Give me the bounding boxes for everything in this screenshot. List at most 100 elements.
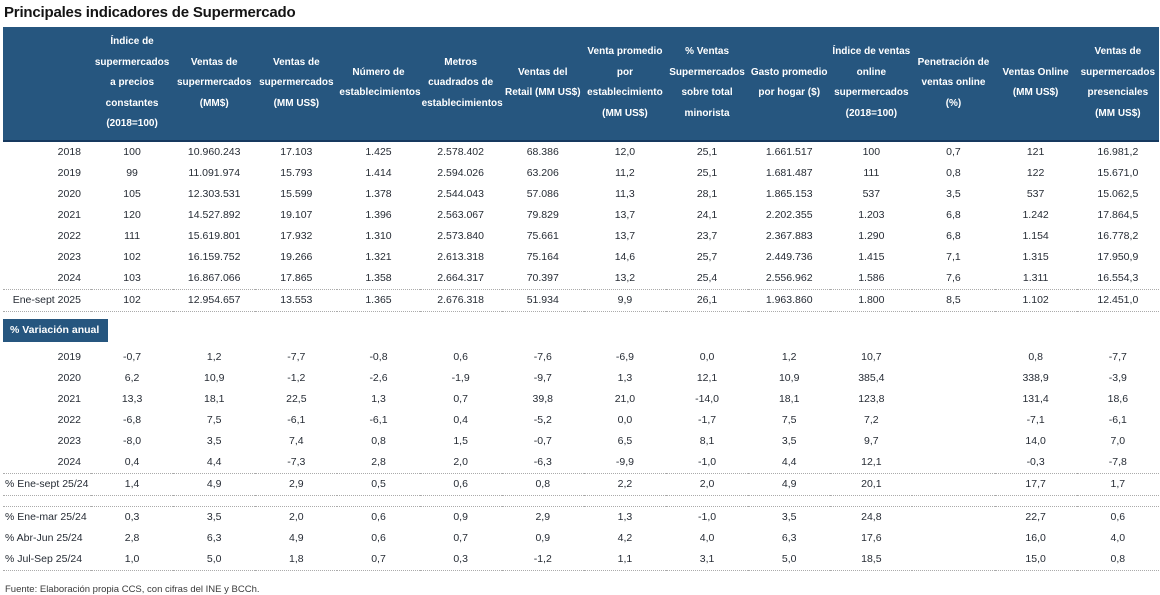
table-cell: 22,5 (286, 392, 307, 405)
table-cell: -8,0 (123, 434, 142, 447)
table-cell: 2,9 (501, 505, 584, 528)
table-cell: 15.599 (280, 187, 313, 200)
table-cell (912, 347, 994, 368)
table-cell: 24,1 (696, 208, 718, 221)
table-row: 2024 103 16.867.066 17.865 1.358 2.664.317 70.… (3, 268, 1159, 290)
table-cell: 10,7 (861, 350, 882, 363)
row-label: 2020 (57, 187, 81, 200)
table-cell: 2.544.043 (437, 187, 484, 200)
table-cell: 15.619.801 (187, 229, 241, 242)
table-cell: 16.867.066 (187, 271, 241, 284)
table-cell: 4,2 (617, 531, 633, 544)
table-cell: 14,0 (1025, 434, 1046, 447)
table-cell: 111 (124, 229, 141, 242)
table-cell: 8,1 (699, 434, 715, 447)
table-cell: -1,2 (501, 548, 584, 571)
table-cell: 23,7 (696, 229, 718, 242)
table-cell: 21,0 (614, 392, 636, 405)
table-cell: 0,8 (371, 434, 386, 447)
levels-section: 2018 100 10.960.243 17.103 1.425 2.578.402 68.… (3, 141, 1159, 312)
table-cell: 17.932 (280, 229, 313, 242)
table-cell: 22,7 (994, 505, 1077, 528)
table-cell: 15,0 (994, 548, 1077, 571)
table-cell: 1.311 (1022, 271, 1049, 284)
table-cell: 1.242 (1022, 208, 1049, 221)
header-cell-indice-ventas-online: Índice de ventas online supermercados (2… (830, 27, 913, 142)
header-cell-penetracion-online: Penetración de ventas online (%) (912, 27, 995, 142)
table-cell: 1,7 (1076, 472, 1159, 496)
table-cell: 1.396 (365, 208, 392, 221)
table-cell: -6,8 (123, 413, 142, 426)
table-row: 2023 -8,0 3,5 7,4 0,8 1,5 -0,7 6,5 8,1 3,5 9,7 14,0… (3, 431, 1159, 452)
table-cell: 15.062,5 (1097, 187, 1139, 200)
table-row: 2022 111 15.619.801 17.932 1.310 2.573.840 75.… (3, 226, 1159, 247)
table-cell: 3,1 (665, 548, 749, 571)
table-cell: 51.934 (501, 288, 584, 312)
table-cell: -7,7 (1108, 350, 1127, 363)
table-cell: 17.103 (280, 145, 313, 158)
table-cell: -0,3 (1026, 455, 1045, 468)
table-cell: 120 (123, 208, 141, 221)
table-cell: 12,1 (696, 371, 718, 384)
table-cell: 26,1 (665, 288, 749, 312)
table-cell: 0,3 (91, 505, 174, 528)
row-label: 2022 (57, 229, 81, 242)
table-cell: -6,1 (287, 413, 306, 426)
table-cell: -14,0 (695, 392, 720, 405)
table-cell: 122 (1026, 166, 1045, 179)
table-cell: 39,8 (532, 392, 553, 405)
header-row: Índice de supermercados a precios consta… (3, 27, 1159, 142)
table-cell: -9,9 (615, 455, 634, 468)
table-cell: 25,4 (696, 271, 718, 284)
table-cell: 99 (126, 166, 138, 179)
table-cell: 3,5 (173, 505, 256, 528)
table-cell: 12.451,0 (1076, 288, 1159, 312)
table-cell: 17.864,5 (1097, 208, 1139, 221)
spacer-row (3, 495, 1159, 506)
table-cell: 6,3 (206, 531, 222, 544)
table-cell: 1,4 (91, 472, 174, 496)
table-cell (912, 368, 994, 389)
table-cell: 13,7 (614, 208, 636, 221)
table-cell: 13,3 (121, 392, 143, 405)
table-cell: 3,5 (781, 434, 797, 447)
table-cell: 1.290 (858, 229, 885, 242)
table-cell: -0,7 (123, 350, 142, 363)
table-row: 2023 102 16.159.752 19.266 1.321 2.613.318 75.… (3, 247, 1159, 268)
table-cell: 1.661.517 (765, 145, 813, 158)
table-cell: 19.107 (280, 208, 313, 221)
table-cell: 2.664.317 (437, 271, 484, 284)
table-cell: 2,2 (583, 472, 666, 496)
table-cell: -1,0 (698, 455, 717, 468)
table-cell: 18,1 (778, 392, 800, 405)
table-cell: -5,2 (533, 413, 552, 426)
header-cell-venta-promedio: Venta promedio por establecimiento (MM U… (583, 27, 666, 142)
table-cell: 1,5 (453, 434, 468, 447)
table-row: Ene-sept 2025 102 12.954.657 13.553 1.365 2.6… (3, 288, 1159, 312)
variation-section: 2019 -0,7 1,2 -7,7 -0,8 0,6 -7,6 -6,9 0,0 1,2 10,7… (3, 347, 1159, 496)
table-cell: 13.553 (255, 288, 338, 312)
table-cell: 1.321 (365, 250, 392, 263)
table-cell: 79.829 (526, 208, 559, 221)
table-row: % Ene-mar 25/24 0,3 3,5 2,0 0,6 0,9 2,9 1,3 -1,0… (3, 505, 1159, 528)
table-cell: 2.573.840 (437, 229, 484, 242)
row-label: Ene-sept 2025 (3, 288, 91, 312)
table-cell: 2.556.962 (765, 271, 813, 284)
table-cell: 10.960.243 (187, 145, 241, 158)
row-label: % Ene-sept 25/24 (3, 472, 91, 496)
table-cell: 17.950,9 (1097, 250, 1139, 263)
table-cell: 1,0 (91, 548, 174, 571)
row-label: 2019 (57, 350, 81, 363)
table-cell: 17,6 (861, 531, 882, 544)
table-cell: 385,4 (858, 371, 885, 384)
table-cell: 12.303.531 (187, 187, 241, 200)
table-cell: 4,0 (1110, 531, 1126, 544)
table-cell: 6,8 (946, 208, 961, 221)
table-cell: 25,7 (696, 250, 718, 263)
row-label: 2022 (57, 413, 81, 426)
table-row: 2020 6,2 10,9 -1,2 -2,6 -1,9 -9,7 1,3 12,1 10,9 38… (3, 368, 1159, 389)
row-label: 2023 (57, 250, 81, 263)
table-cell: 68.386 (526, 145, 559, 158)
table-cell: 1,2 (781, 350, 797, 363)
page-title: Principales indicadores de Supermercado (4, 4, 296, 21)
